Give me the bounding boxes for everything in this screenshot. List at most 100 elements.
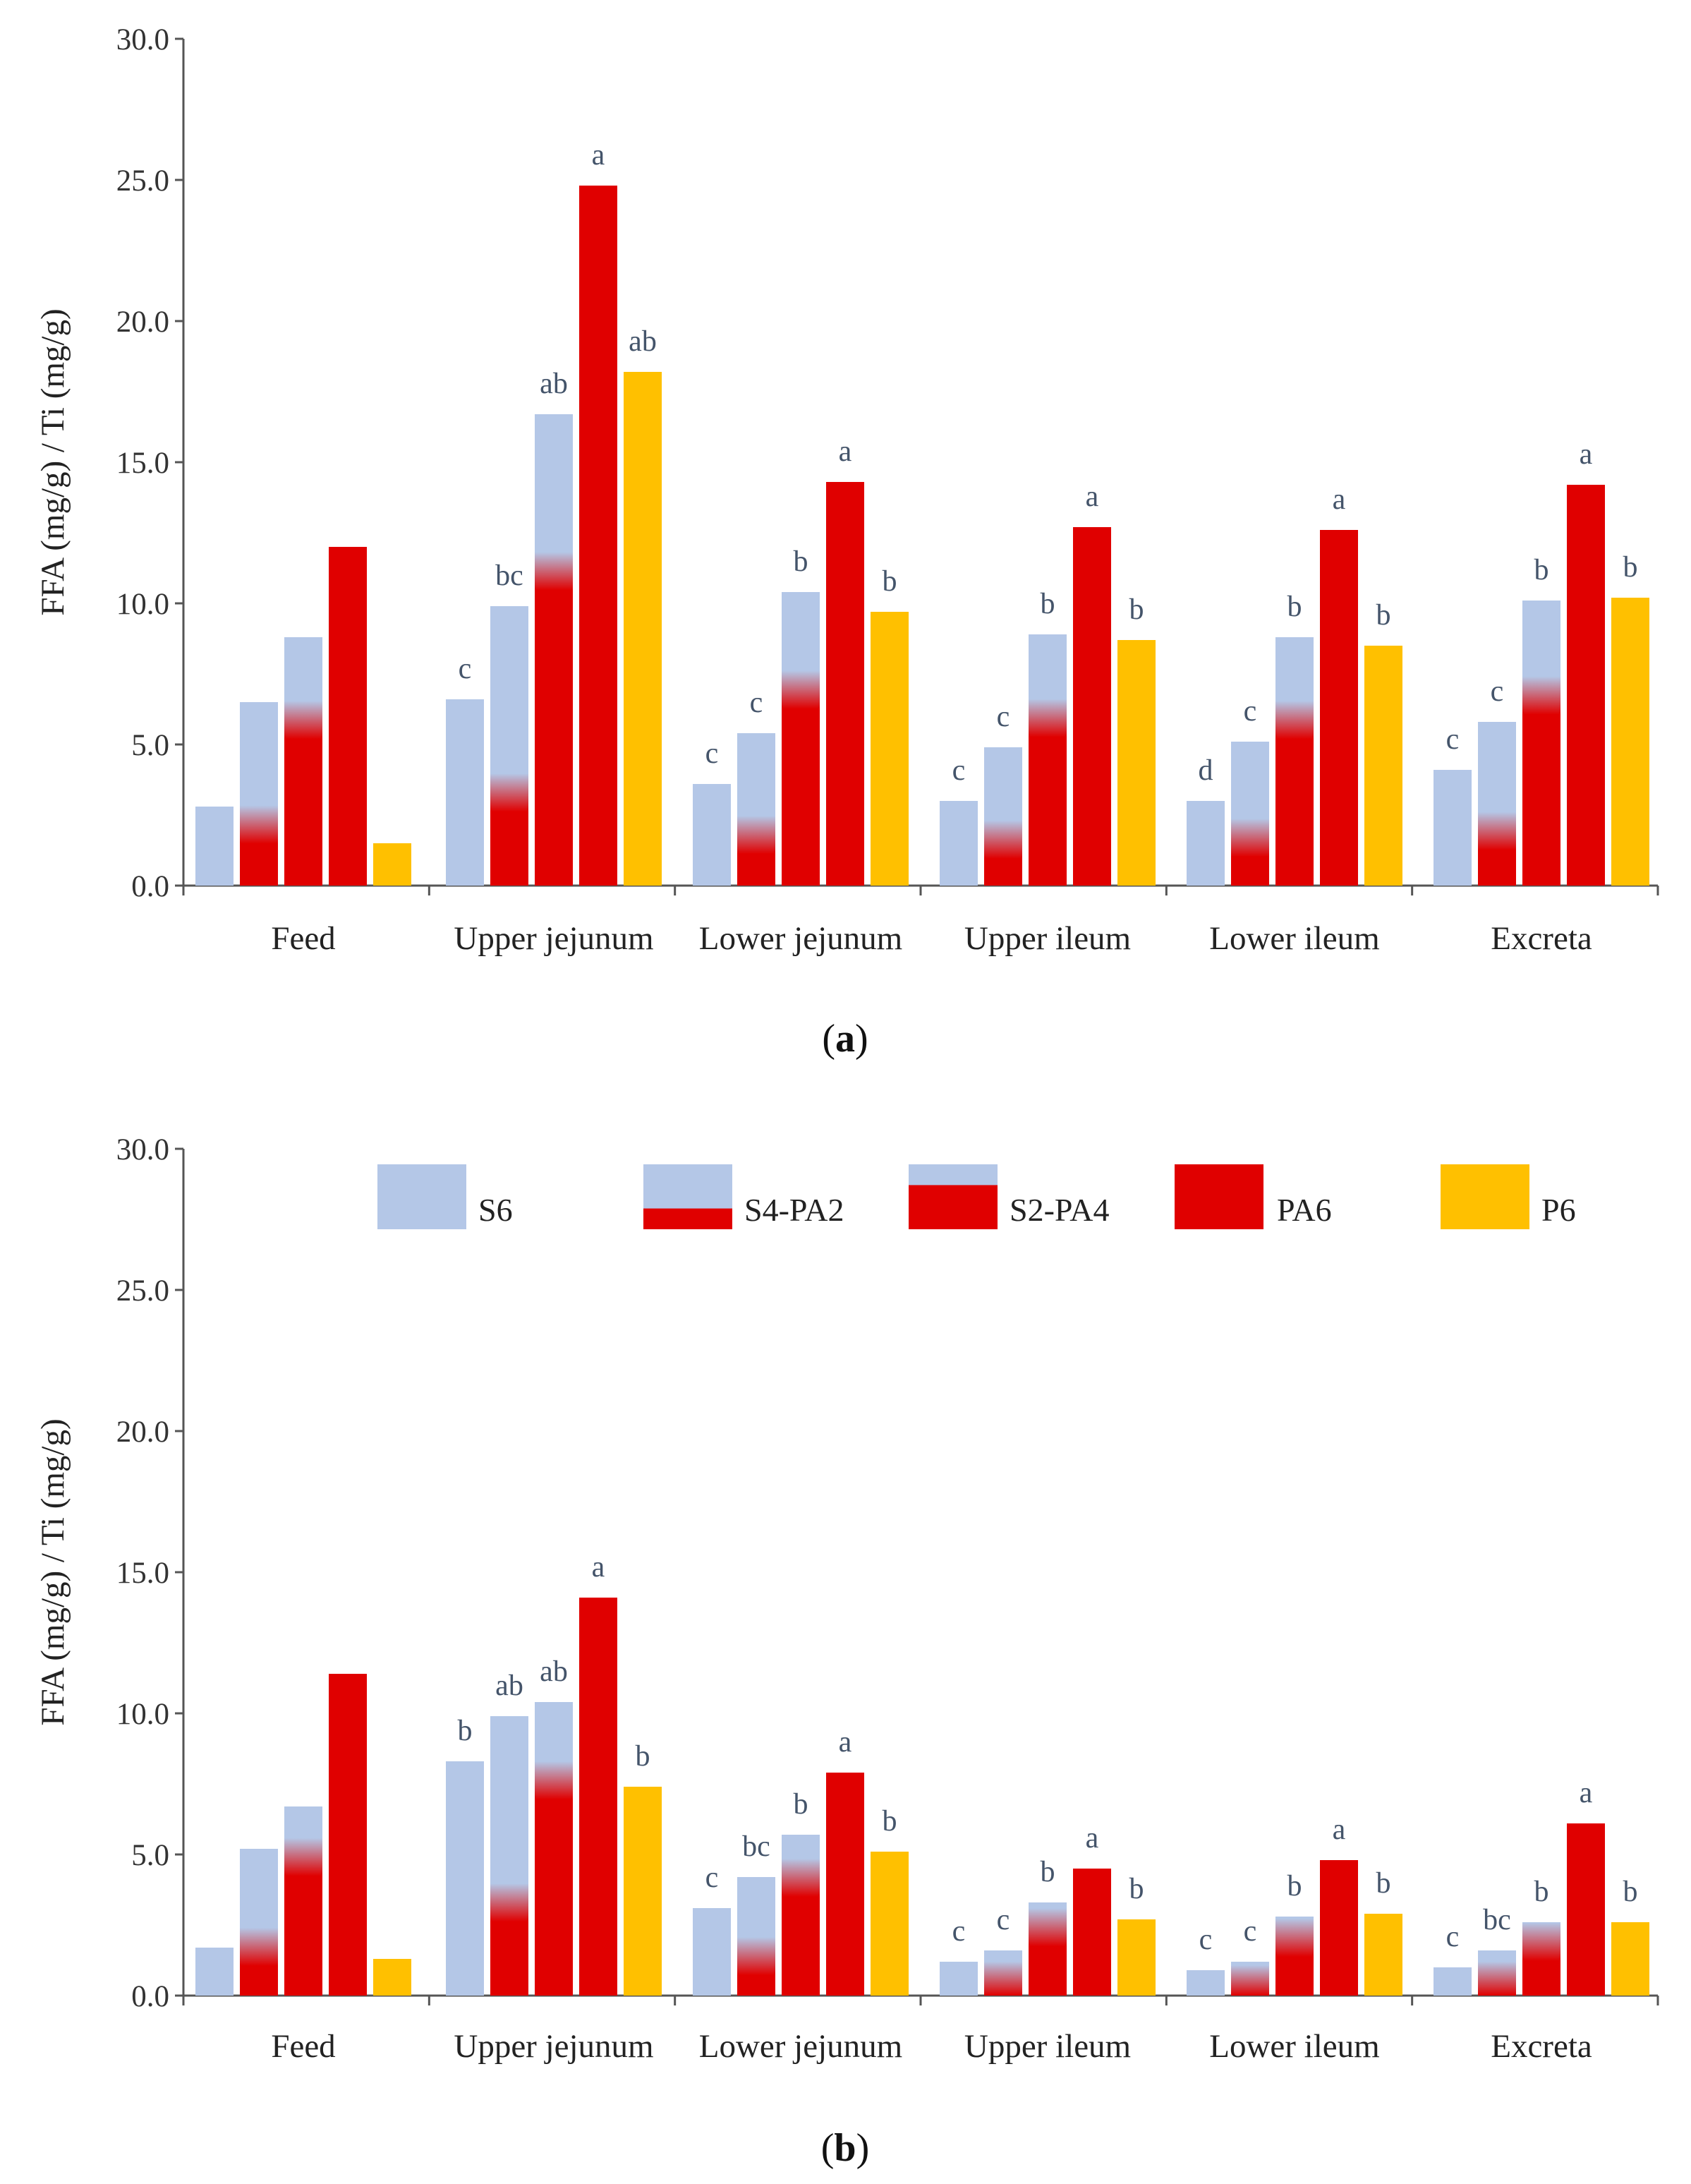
legend: S6 S4-PA2 S2-PA4 PA6 P6 [377, 1164, 1576, 1229]
x-category-label: Lower ileum [1209, 2028, 1379, 2065]
significance-label: a [1086, 481, 1099, 513]
y-tick-label: 0.0 [131, 870, 169, 903]
bar-pa6-lower-jejunum [826, 1773, 864, 1996]
x-category-label: Upper ileum [964, 2028, 1131, 2065]
bar-p6-feed [373, 843, 411, 886]
bar-s4-pa2-feed [240, 702, 278, 886]
bar-s6-upper-jejunum [446, 1761, 484, 1996]
legend-swatch-pa-part [909, 1185, 998, 1229]
bar-s4-pa2-lower-jejunum [737, 1877, 775, 1996]
legend-swatch [1441, 1164, 1529, 1229]
legend-swatch [1175, 1164, 1263, 1229]
significance-label: b [794, 545, 808, 578]
bar-s2-pa4-excreta [1522, 1922, 1560, 1996]
bar-s2-pa4-excreta [1522, 601, 1560, 886]
bar-s4-pa2-lower-ileum [1231, 742, 1269, 886]
bar-s6-excreta [1434, 770, 1472, 886]
bar-s2-pa4-upper-ileum [1029, 634, 1067, 886]
significance-label: c [1199, 1924, 1213, 1956]
legend-item-s4-pa2: S4-PA2 [643, 1164, 844, 1229]
bar-pa6-lower-ileum [1320, 530, 1358, 886]
x-category-label: Lower jejunum [699, 920, 902, 957]
chart-panel-a: 0.0 5.0 10.0 15.0 20.0 25.0 30.0 FFA (mg/g) / T… [35, 23, 1659, 1061]
bar-s4-pa2-feed [240, 1849, 278, 1996]
x-category-label: Lower jejunum [699, 2028, 902, 2065]
significance-label: c [952, 1915, 966, 1948]
bar-s4-pa2-upper-jejunum [490, 1716, 528, 1996]
significance-label: c [459, 653, 472, 685]
bar-s4-pa2-lower-jejunum [737, 733, 775, 886]
significance-label: ab [495, 1670, 523, 1702]
significance-label: b [1041, 588, 1055, 620]
y-tick-label: 20.0 [116, 1416, 169, 1449]
significance-label: b [1376, 1867, 1391, 1900]
bar-s2-pa4-lower-ileum [1275, 637, 1314, 886]
bar-p6-lower-ileum [1364, 1914, 1402, 1996]
significance-label: c [1446, 723, 1460, 756]
bar-p6-feed [373, 1959, 411, 1996]
bar-s6-feed [195, 1948, 234, 1996]
bar-pa6-feed [329, 547, 367, 886]
bar-pa6-upper-ileum [1073, 1869, 1111, 1996]
y-axis-title: FFA (mg/g) / Ti (mg/g) [35, 308, 71, 615]
x-category-label: Excreta [1491, 2028, 1592, 2065]
significance-label: c [750, 687, 763, 719]
bar-s2-pa4-lower-ileum [1275, 1917, 1314, 1996]
significance-label: b [1534, 1876, 1549, 1908]
significance-label: a [1333, 483, 1346, 516]
legend-label: S2-PA4 [1010, 1192, 1109, 1228]
bar-s6-excreta [1434, 1967, 1472, 1996]
significance-label: b [1623, 551, 1638, 584]
legend-label: PA6 [1277, 1192, 1332, 1228]
bar-pa6-upper-jejunum [579, 1598, 617, 1996]
significance-label: a [839, 1726, 852, 1758]
bar-s4-pa2-excreta [1478, 722, 1516, 886]
bar-s4-pa2-upper-ileum [984, 1950, 1022, 1996]
x-category-label: Upper jejunum [454, 2028, 653, 2065]
y-tick-label: 0.0 [131, 1980, 169, 2013]
significance-label: b [1287, 591, 1302, 623]
significance-label: c [1446, 1921, 1460, 1953]
significance-label: c [1491, 675, 1504, 708]
bar-pa6-lower-jejunum [826, 482, 864, 886]
significance-label: d [1199, 754, 1213, 787]
bar-pa6-upper-ileum [1073, 527, 1111, 886]
significance-label: a [1086, 1822, 1099, 1854]
bar-p6-upper-ileum [1117, 1919, 1156, 1996]
bar-s2-pa4-lower-jejunum [782, 592, 820, 886]
significance-label: b [1623, 1876, 1638, 1908]
bar-s4-pa2-upper-ileum [984, 747, 1022, 886]
significance-label: c [952, 754, 966, 787]
bar-p6-lower-jejunum [871, 1852, 909, 1996]
bar-s6-upper-jejunum [446, 699, 484, 886]
x-category-label: Upper ileum [964, 920, 1131, 957]
bar-pa6-excreta [1567, 1823, 1605, 1996]
bar-pa6-feed [329, 1674, 367, 1996]
bar-s6-lower-jejunum [693, 1908, 731, 1996]
significance-label: b [794, 1788, 808, 1821]
significance-label: ab [540, 1655, 568, 1688]
bar-p6-upper-jejunum [624, 1787, 662, 1996]
significance-label: b [1041, 1856, 1055, 1888]
panel-label: (a) [822, 1017, 868, 1061]
bar-s6-upper-ileum [940, 1962, 978, 1996]
x-category-label: Feed [271, 920, 335, 957]
panel-label: (b) [821, 2126, 869, 2170]
significance-label: c [705, 737, 719, 770]
legend-label: P6 [1541, 1192, 1576, 1228]
legend-item-s6: S6 [377, 1164, 513, 1229]
significance-label: c [1244, 1915, 1257, 1948]
significance-label: c [1244, 695, 1257, 728]
bar-s4-pa2-lower-ileum [1231, 1962, 1269, 1996]
y-tick-label: 30.0 [116, 23, 169, 56]
significance-label: b [458, 1715, 473, 1747]
bar-s6-lower-ileum [1187, 1970, 1225, 1996]
significance-label: b [1534, 554, 1549, 586]
significance-label: c [997, 701, 1010, 733]
significance-label: b [1129, 593, 1144, 626]
legend-swatch-pa-part [643, 1208, 732, 1229]
bar-s6-lower-jejunum [693, 784, 731, 886]
x-category-label: Feed [271, 2028, 335, 2065]
